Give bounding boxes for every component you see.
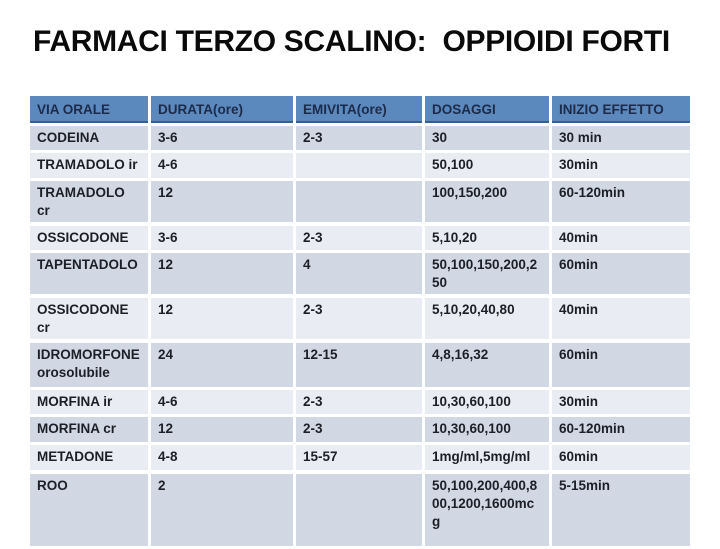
cell-emivita xyxy=(296,181,422,222)
cell-durata: 2 xyxy=(151,474,293,546)
table-header-row: VIA ORALE DURATA(ore) EMIVITA(ore) DOSAG… xyxy=(30,96,690,123)
cell-emivita: 2-3 xyxy=(296,390,422,414)
cell-via-orale: TRAMADOLO ir xyxy=(30,153,148,178)
cell-durata: 4-6 xyxy=(151,153,293,178)
cell-inizio-effetto: 60min xyxy=(552,253,690,294)
cell-durata: 12 xyxy=(151,253,293,294)
cell-inizio-effetto: 40min xyxy=(552,226,690,250)
table-row: ROO 2 50,100,200,400,800,1200,1600mcg 5-15m… xyxy=(30,474,690,546)
table-row: IDROMORFONE orosolubile 24 12-15 4,8,16,32 6… xyxy=(30,343,690,387)
cell-inizio-effetto: 60-120min xyxy=(552,181,690,222)
table-row: METADONE 4-8 15-57 1mg/ml,5mg/ml 60min xyxy=(30,445,690,470)
cell-via-orale: TAPENTADOLO xyxy=(30,253,148,294)
cell-via-orale: ROO xyxy=(30,474,148,546)
cell-dosaggi: 1mg/ml,5mg/ml xyxy=(425,445,549,470)
cell-emivita: 2-3 xyxy=(296,298,422,339)
cell-inizio-effetto: 5-15min xyxy=(552,474,690,546)
cell-dosaggi: 50,100 xyxy=(425,153,549,178)
table-row: TRAMADOLO cr 12 100,150,200 60-120min xyxy=(30,181,690,222)
cell-dosaggi: 30 xyxy=(425,126,549,150)
cell-durata: 12 xyxy=(151,417,293,442)
cell-emivita: 2-3 xyxy=(296,226,422,250)
cell-via-orale: MORFINA ir xyxy=(30,390,148,414)
drug-table-body: CODEINA 3-6 2-3 30 30 min TRAMADOLO ir 4-6 50,1… xyxy=(30,126,690,546)
table-row: TAPENTADOLO 12 4 50,100,150,200,250 60min xyxy=(30,253,690,294)
cell-durata: 3-6 xyxy=(151,126,293,150)
cell-via-orale: IDROMORFONE orosolubile xyxy=(30,343,148,387)
cell-emivita: 4 xyxy=(296,253,422,294)
cell-emivita xyxy=(296,153,422,178)
table-row: OSSICODONE cr 12 2-3 5,10,20,40,80 40min xyxy=(30,298,690,339)
column-header-dosaggi: DOSAGGI xyxy=(425,96,549,123)
cell-durata: 4-6 xyxy=(151,390,293,414)
cell-emivita: 2-3 xyxy=(296,417,422,442)
cell-durata: 24 xyxy=(151,343,293,387)
column-header-via-orale: VIA ORALE xyxy=(30,96,148,123)
cell-durata: 12 xyxy=(151,181,293,222)
column-header-emivita: EMIVITA(ore) xyxy=(296,96,422,123)
cell-dosaggi: 5,10,20 xyxy=(425,226,549,250)
table-row: OSSICODONE 3-6 2-3 5,10,20 40min xyxy=(30,226,690,250)
cell-inizio-effetto: 30min xyxy=(552,153,690,178)
cell-inizio-effetto: 60-120min xyxy=(552,417,690,442)
table-row: CODEINA 3-6 2-3 30 30 min xyxy=(30,126,690,150)
table-row: MORFINA ir 4-6 2-3 10,30,60,100 30min xyxy=(30,390,690,414)
table-row: MORFINA cr 12 2-3 10,30,60,100 60-120min xyxy=(30,417,690,442)
cell-dosaggi: 5,10,20,40,80 xyxy=(425,298,549,339)
opioid-drug-table: VIA ORALE DURATA(ore) EMIVITA(ore) DOSAG… xyxy=(30,96,690,549)
cell-inizio-effetto: 30 min xyxy=(552,126,690,150)
cell-dosaggi: 10,30,60,100 xyxy=(425,390,549,414)
cell-durata: 12 xyxy=(151,298,293,339)
cell-inizio-effetto: 30min xyxy=(552,390,690,414)
cell-dosaggi: 4,8,16,32 xyxy=(425,343,549,387)
cell-via-orale: MORFINA cr xyxy=(30,417,148,442)
column-header-durata: DURATA(ore) xyxy=(151,96,293,123)
cell-via-orale: METADONE xyxy=(30,445,148,470)
cell-emivita: 15-57 xyxy=(296,445,422,470)
cell-via-orale: TRAMADOLO cr xyxy=(30,181,148,222)
cell-via-orale: OSSICODONE xyxy=(30,226,148,250)
cell-dosaggi: 100,150,200 xyxy=(425,181,549,222)
cell-dosaggi: 50,100,200,400,800,1200,1600mcg xyxy=(425,474,549,546)
cell-emivita xyxy=(296,474,422,546)
cell-durata: 3-6 xyxy=(151,226,293,250)
cell-inizio-effetto: 40min xyxy=(552,298,690,339)
cell-dosaggi: 50,100,150,200,250 xyxy=(425,253,549,294)
cell-emivita: 12-15 xyxy=(296,343,422,387)
cell-durata: 4-8 xyxy=(151,445,293,470)
cell-inizio-effetto: 60min xyxy=(552,343,690,387)
cell-via-orale: CODEINA xyxy=(30,126,148,150)
cell-via-orale: OSSICODONE cr xyxy=(30,298,148,339)
page-title: FARMACI TERZO SCALINO: OPPIOIDI FORTI xyxy=(33,25,670,58)
cell-emivita: 2-3 xyxy=(296,126,422,150)
cell-dosaggi: 10,30,60,100 xyxy=(425,417,549,442)
column-header-inizio-effetto: INIZIO EFFETTO xyxy=(552,96,690,123)
cell-inizio-effetto: 60min xyxy=(552,445,690,470)
table-row: TRAMADOLO ir 4-6 50,100 30min xyxy=(30,153,690,178)
